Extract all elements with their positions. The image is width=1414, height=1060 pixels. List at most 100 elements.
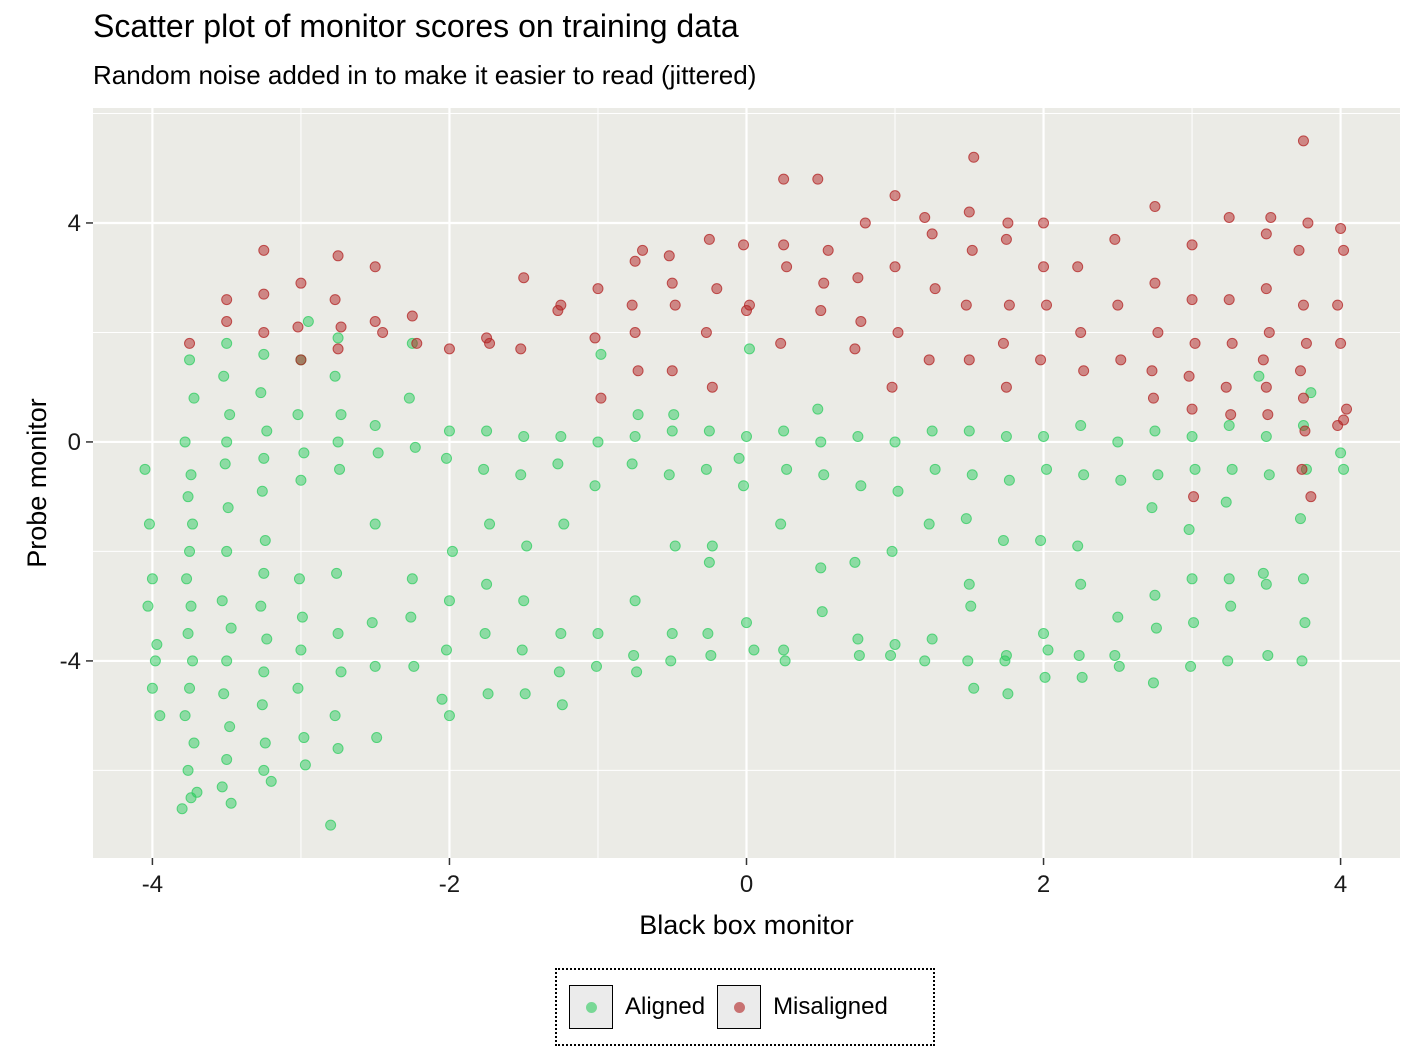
point-misaligned xyxy=(1338,244,1350,256)
point-misaligned xyxy=(703,233,715,245)
point-aligned xyxy=(256,485,268,497)
point-aligned xyxy=(1149,425,1161,437)
point-aligned xyxy=(299,759,311,771)
point-misaligned xyxy=(1294,365,1306,377)
point-aligned xyxy=(221,655,233,667)
point-aligned xyxy=(329,370,341,382)
point-misaligned xyxy=(1297,299,1309,311)
point-aligned xyxy=(816,606,828,618)
point-misaligned xyxy=(1220,381,1232,393)
y-tick-label: 0 xyxy=(68,429,81,456)
point-aligned xyxy=(222,502,234,514)
point-aligned xyxy=(1185,660,1197,672)
point-misaligned xyxy=(1223,211,1235,223)
point-aligned xyxy=(1109,649,1121,661)
point-misaligned xyxy=(669,299,681,311)
point-aligned xyxy=(1000,430,1012,442)
point-misaligned xyxy=(1305,491,1317,503)
point-aligned xyxy=(182,764,194,776)
point-aligned xyxy=(261,425,273,437)
point-aligned xyxy=(521,540,533,552)
point-aligned xyxy=(626,458,638,470)
point-misaligned xyxy=(1260,381,1272,393)
point-aligned xyxy=(1262,649,1274,661)
point-misaligned xyxy=(589,332,601,344)
point-misaligned xyxy=(1260,283,1272,295)
point-aligned xyxy=(700,463,712,475)
x-tick-label: -4 xyxy=(142,871,163,898)
point-aligned xyxy=(1263,469,1275,481)
point-aligned xyxy=(516,644,528,656)
point-misaligned xyxy=(666,365,678,377)
point-misaligned xyxy=(1149,277,1161,289)
point-aligned xyxy=(406,573,418,585)
point-aligned xyxy=(1035,534,1047,546)
point-aligned xyxy=(779,655,791,667)
point-aligned xyxy=(221,753,233,765)
point-aligned xyxy=(997,534,1009,546)
point-aligned xyxy=(479,628,491,640)
point-misaligned xyxy=(369,261,381,273)
point-aligned xyxy=(960,513,972,525)
point-aligned xyxy=(590,660,602,672)
point-misaligned xyxy=(963,354,975,366)
point-aligned xyxy=(256,699,268,711)
point-misaligned xyxy=(1296,463,1308,475)
point-misaligned xyxy=(629,255,641,267)
point-misaligned xyxy=(515,343,527,355)
point-misaligned xyxy=(1186,403,1198,415)
point-aligned xyxy=(261,633,273,645)
point-aligned xyxy=(478,463,490,475)
point-aligned xyxy=(369,518,381,530)
chart-legend: Aligned Misaligned xyxy=(555,968,935,1046)
axis-ticks: -4 -2 0 2 4 -4 0 4 xyxy=(60,210,1348,898)
point-aligned xyxy=(555,430,567,442)
point-misaligned xyxy=(411,337,423,349)
point-aligned xyxy=(219,458,231,470)
x-tick-label: -2 xyxy=(439,871,460,898)
point-aligned xyxy=(589,480,601,492)
grid-lines xyxy=(93,108,1400,858)
point-misaligned xyxy=(632,365,644,377)
point-aligned xyxy=(963,578,975,590)
point-misaligned xyxy=(406,310,418,322)
point-aligned xyxy=(1183,524,1195,536)
point-aligned xyxy=(1226,463,1238,475)
point-aligned xyxy=(781,463,793,475)
point-misaligned xyxy=(335,321,347,333)
point-misaligned xyxy=(812,173,824,185)
point-aligned xyxy=(216,595,228,607)
point-misaligned xyxy=(1225,409,1237,421)
point-misaligned xyxy=(1335,337,1347,349)
point-aligned xyxy=(743,343,755,355)
point-aligned xyxy=(225,622,237,634)
point-aligned xyxy=(703,425,715,437)
point-aligned xyxy=(1296,655,1308,667)
point-aligned xyxy=(403,392,415,404)
point-aligned xyxy=(733,452,745,464)
point-aligned xyxy=(889,436,901,448)
point-aligned xyxy=(298,732,310,744)
point-misaligned xyxy=(1332,420,1344,432)
point-aligned xyxy=(443,710,455,722)
point-misaligned xyxy=(1260,228,1272,240)
point-misaligned xyxy=(743,299,755,311)
point-aligned xyxy=(741,617,752,629)
point-aligned xyxy=(962,655,974,667)
point-misaligned xyxy=(329,294,341,306)
point-aligned xyxy=(484,518,496,530)
point-aligned xyxy=(332,628,344,640)
point-misaligned xyxy=(592,283,604,295)
point-aligned xyxy=(852,430,864,442)
point-aligned xyxy=(187,655,199,667)
point-aligned xyxy=(1186,430,1198,442)
point-aligned xyxy=(668,409,680,421)
point-aligned xyxy=(185,469,197,481)
point-misaligned xyxy=(1188,491,1200,503)
point-aligned xyxy=(332,436,344,448)
point-aligned xyxy=(558,518,570,530)
legend-key-aligned xyxy=(569,985,613,1029)
point-aligned xyxy=(443,425,455,437)
point-misaligned xyxy=(292,321,304,333)
point-aligned xyxy=(592,436,604,448)
